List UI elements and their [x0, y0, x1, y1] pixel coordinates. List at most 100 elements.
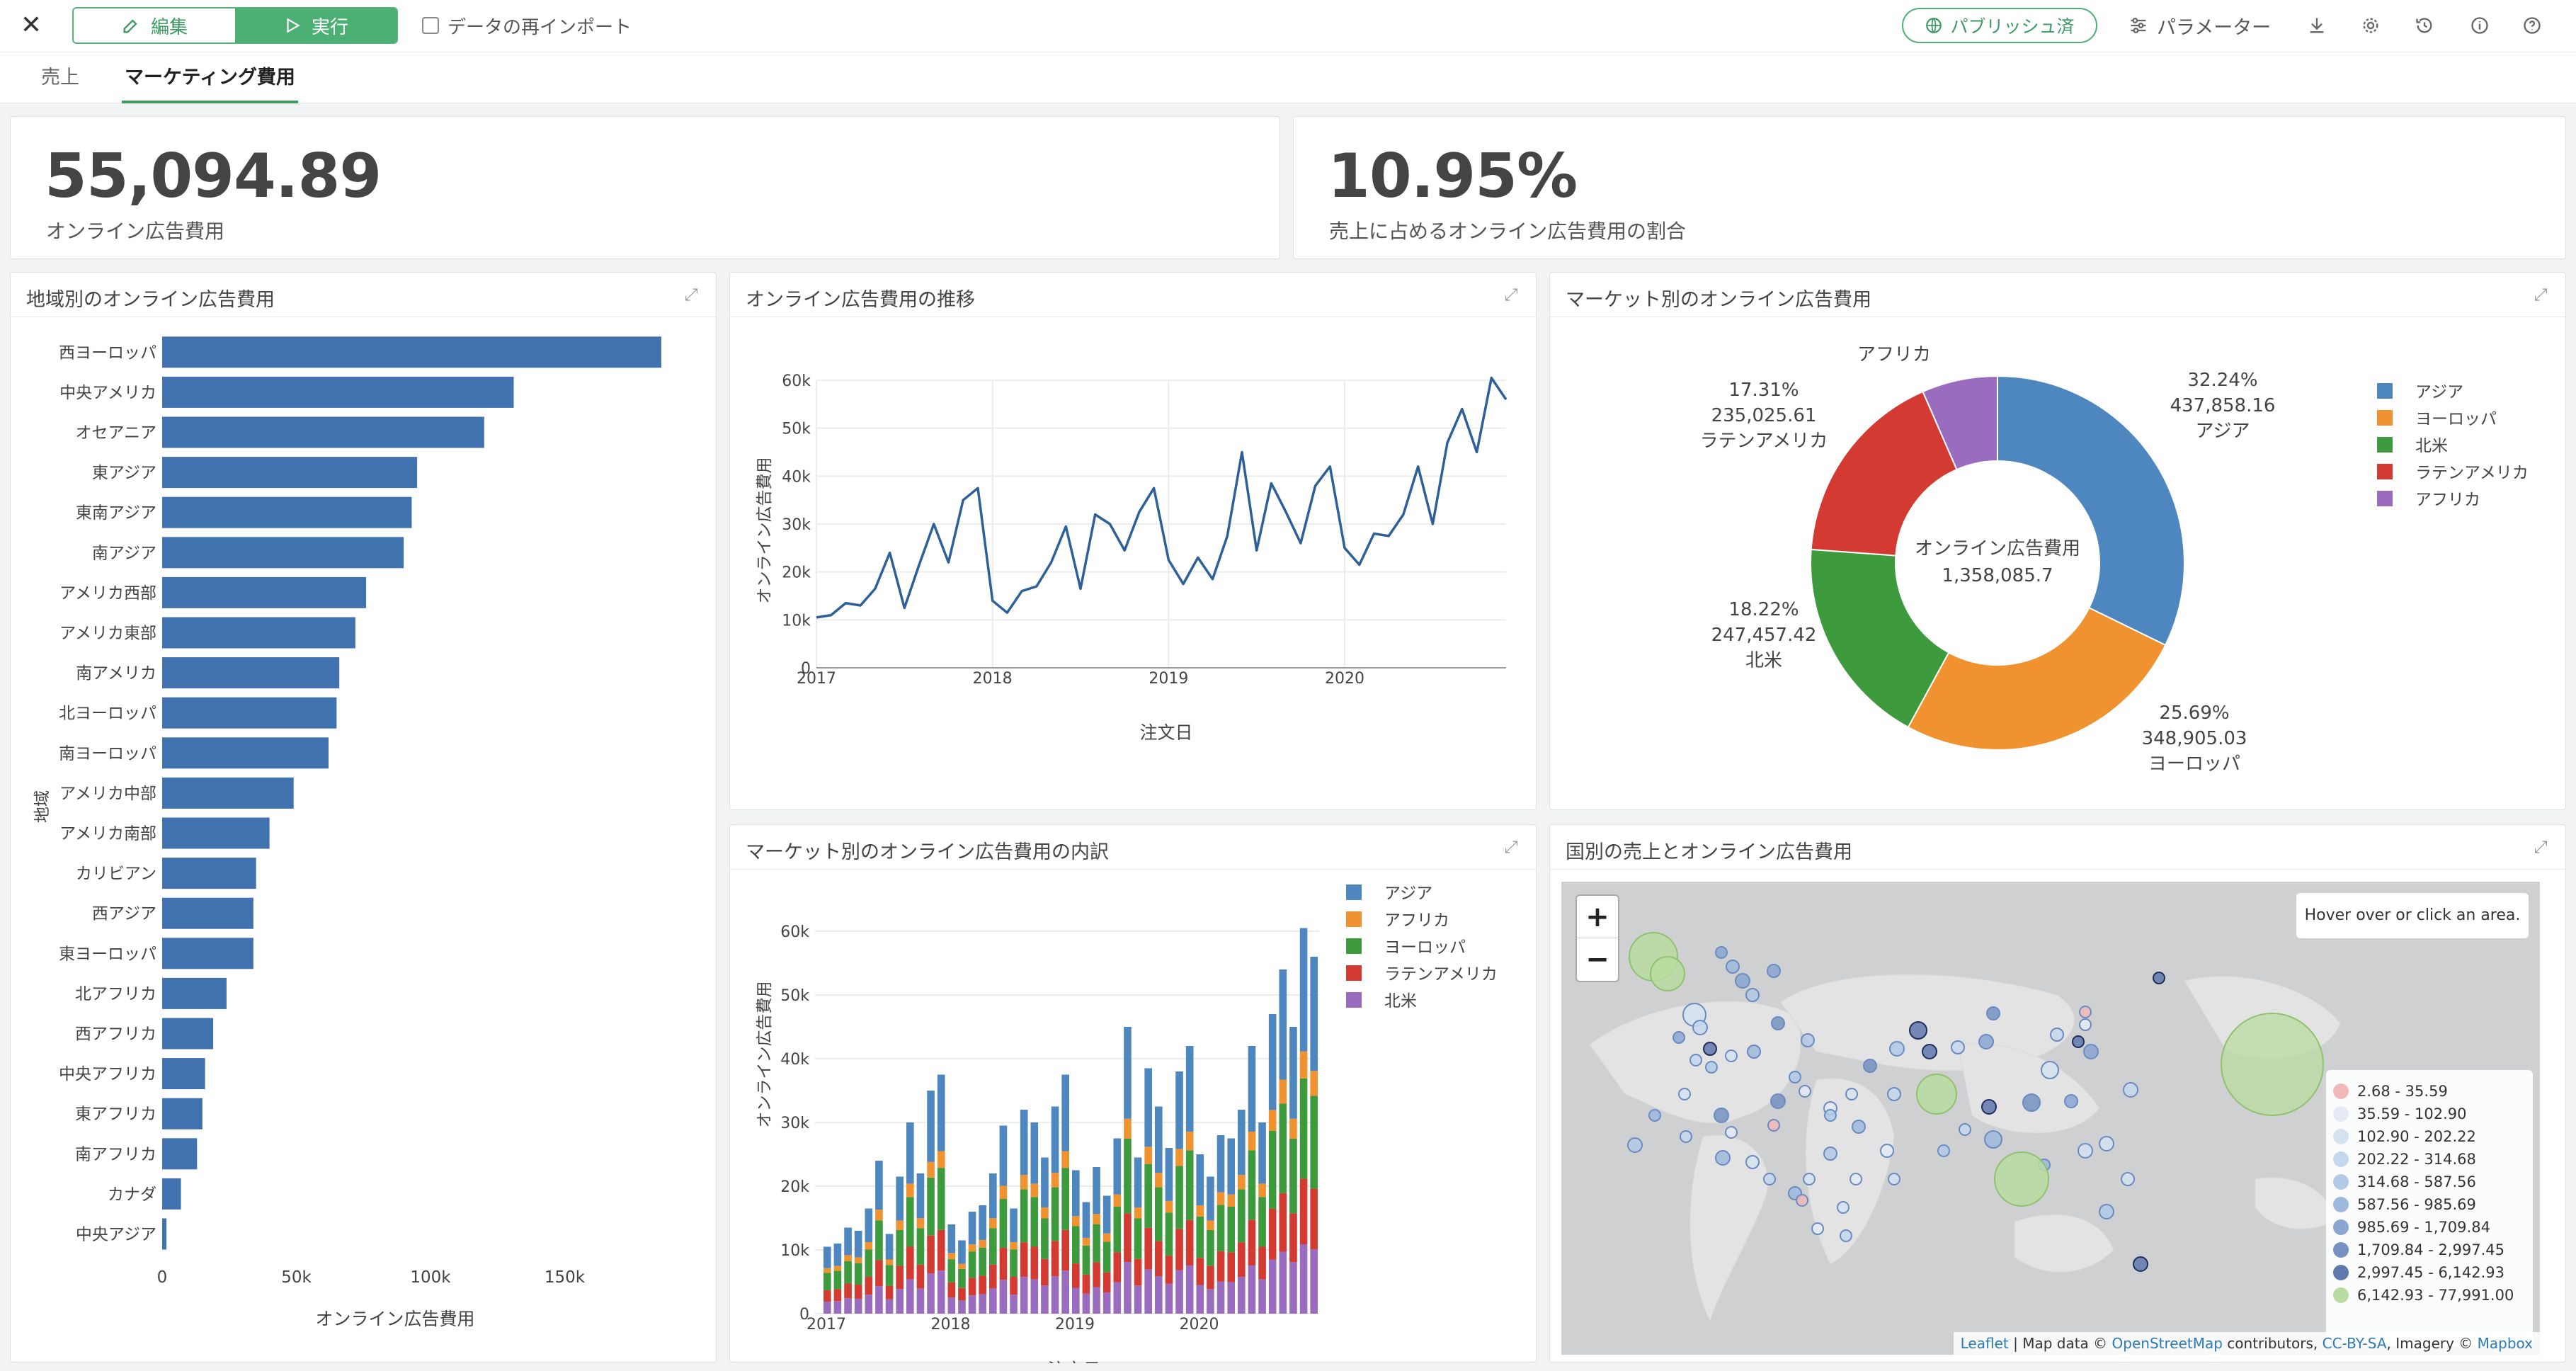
world-map[interactable]: + − Hover over or click an area. 2.68 - … [1561, 882, 2540, 1355]
map-legend-item: 6,142.93 - 77,991.00 [2333, 1284, 2526, 1307]
stack-segment [906, 1197, 914, 1247]
stack-segment [947, 1259, 956, 1282]
stack-segment [1165, 1283, 1173, 1314]
bar [162, 1018, 214, 1049]
country-marker [1850, 1173, 1862, 1185]
bar [162, 897, 253, 929]
country-marker [2153, 972, 2165, 984]
stack-segment [1268, 1259, 1277, 1314]
stack-segment [1030, 1279, 1039, 1314]
info-icon[interactable] [2466, 11, 2494, 40]
stack-segment [1134, 1258, 1142, 1286]
stack-segment [1248, 1131, 1256, 1151]
edit-button[interactable]: 編集 [74, 8, 235, 42]
country-marker [1648, 1109, 1661, 1122]
stack-segment [885, 1265, 894, 1286]
download-icon[interactable] [2303, 11, 2331, 40]
y-tick-label: 東南アジア [76, 504, 156, 523]
stack-segment [927, 1161, 935, 1178]
stack-segment [1155, 1187, 1163, 1241]
stack-segment [979, 1275, 986, 1295]
expand-icon[interactable]: ⤢ [2534, 285, 2548, 305]
stack-segment [958, 1287, 966, 1301]
stack-segment [1082, 1237, 1090, 1246]
tab-marketing[interactable]: マーケティング費用 [122, 52, 298, 103]
expand-icon[interactable]: ⤢ [1504, 285, 1518, 305]
country-marker [1715, 946, 1728, 959]
map-legend-dot [2333, 1083, 2349, 1099]
stack-segment [1299, 1051, 1308, 1079]
country-marker [1801, 1033, 1815, 1047]
stack-segment [865, 1208, 873, 1243]
stack-segment [875, 1220, 883, 1261]
expand-icon[interactable]: ⤢ [1504, 837, 1518, 857]
country-marker [2123, 1082, 2138, 1098]
stack-segment [1227, 1252, 1235, 1282]
stack-segment [1010, 1208, 1018, 1243]
parameters-button[interactable]: パラメーター [2128, 13, 2271, 39]
stack-segment [1051, 1187, 1059, 1241]
land-shape [1957, 1043, 2100, 1134]
map-legend-dot [2333, 1129, 2349, 1144]
stack-segment [1041, 1285, 1049, 1314]
license-link[interactable]: CC-BY-SA [2322, 1335, 2387, 1352]
stack-segment [1113, 1138, 1122, 1195]
mapbox-link[interactable]: Mapbox [2477, 1335, 2533, 1352]
map-legend-label: 102.90 - 202.22 [2357, 1128, 2476, 1145]
stack-segment [1258, 1246, 1266, 1280]
y-tick-label: 中央アジア [76, 1226, 156, 1244]
y-tick-label: 60k [780, 923, 809, 941]
y-tick-label: 南アメリカ [76, 664, 156, 683]
expand-icon[interactable]: ⤢ [684, 285, 698, 305]
play-icon [287, 18, 300, 33]
y-tick-label: 北アフリカ [75, 985, 156, 1003]
y-tick-label: 40k [782, 468, 811, 486]
y-tick-label: 10k [782, 612, 811, 630]
country-marker [2079, 1018, 2092, 1031]
stack-segment [844, 1283, 852, 1299]
country-marker [1880, 1144, 1894, 1158]
history-icon[interactable] [2410, 11, 2439, 40]
tab-sales[interactable]: 売上 [41, 67, 79, 89]
stack-segment [1248, 1150, 1256, 1220]
stack-segment [927, 1177, 935, 1236]
stack-segment [1238, 1277, 1246, 1314]
card-title: 地域別のオンライン広告費用 [26, 289, 275, 311]
stack-segment [1144, 1269, 1152, 1314]
edit-icon [123, 19, 137, 33]
run-button[interactable]: 実行 [235, 8, 397, 42]
reimport-checkbox[interactable] [422, 17, 439, 34]
help-icon[interactable] [2518, 11, 2546, 40]
stack-segment [1299, 1078, 1308, 1179]
country-marker [1840, 1229, 1852, 1242]
reimport-label: データの再インポート [448, 16, 632, 38]
stack-segment [1185, 1150, 1194, 1220]
stack-segment [1289, 1213, 1297, 1263]
stack-segment [927, 1235, 935, 1274]
legend-label: アフリカ [2415, 491, 2480, 509]
stack-segment [1134, 1218, 1142, 1259]
stack-segment [1216, 1192, 1225, 1205]
close-icon[interactable]: ✕ [20, 11, 42, 40]
stack-segment [854, 1298, 862, 1314]
y-tick-label: カナダ [108, 1185, 156, 1204]
zoom-out-button[interactable]: − [1585, 943, 1609, 976]
donut-slice [1907, 606, 2167, 751]
country-marker [1978, 1034, 1994, 1049]
stack-segment [1207, 1220, 1214, 1230]
gear-icon[interactable] [2356, 11, 2385, 40]
stack-segment [1216, 1135, 1225, 1193]
stack-segment [1134, 1157, 1142, 1208]
map-legend-label: 6,142.93 - 77,991.00 [2357, 1287, 2514, 1304]
donut-slice [1997, 375, 2185, 647]
osm-link[interactable]: OpenStreetMap [2111, 1335, 2223, 1352]
stack-segment [1155, 1276, 1163, 1314]
expand-icon[interactable]: ⤢ [2534, 837, 2548, 857]
zoom-in-button[interactable]: + [1577, 896, 1618, 938]
publish-button[interactable]: パブリッシュ済 [1902, 8, 2097, 43]
leaflet-link[interactable]: Leaflet [1960, 1335, 2009, 1352]
stack-segment [1102, 1241, 1111, 1273]
map-legend-item: 1,709.84 - 2,997.45 [2333, 1239, 2526, 1261]
edit-label: 編集 [150, 16, 188, 38]
map-legend-label: 2.68 - 35.59 [2357, 1083, 2448, 1100]
